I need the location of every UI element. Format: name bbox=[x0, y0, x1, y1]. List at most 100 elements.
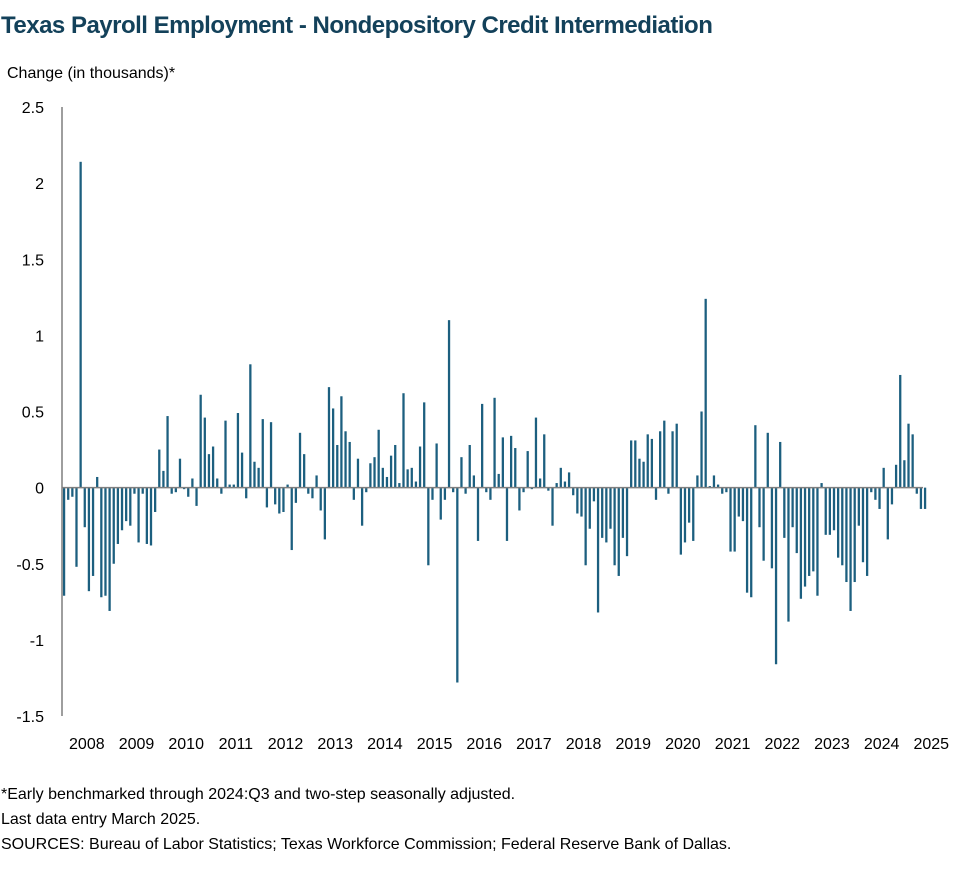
bar bbox=[663, 420, 666, 488]
bar bbox=[389, 455, 393, 488]
bar bbox=[857, 487, 860, 526]
bar bbox=[671, 431, 674, 488]
x-tick-label: 2024 bbox=[864, 736, 900, 753]
y-tick-label: 1 bbox=[35, 328, 44, 345]
x-tick-labels: 2008 2009 2010 2011 2012 2013 2014 2015 2016 2017… bbox=[69, 736, 949, 753]
bar bbox=[108, 487, 111, 611]
bar bbox=[704, 298, 707, 488]
bar bbox=[758, 487, 761, 528]
bar bbox=[501, 437, 504, 488]
bar bbox=[207, 454, 211, 488]
bar bbox=[62, 487, 66, 596]
y-tick-label: 0.5 bbox=[22, 405, 44, 422]
bar bbox=[228, 484, 231, 488]
bar bbox=[356, 458, 360, 488]
bar bbox=[534, 417, 538, 488]
bar bbox=[216, 478, 219, 488]
footnote-last-entry: Last data entry March 2025. bbox=[1, 811, 201, 828]
bar bbox=[489, 487, 492, 500]
y-axis-label: Change (in thousands)* bbox=[7, 65, 176, 82]
bar bbox=[410, 467, 413, 488]
bar bbox=[621, 487, 625, 538]
bar bbox=[443, 487, 447, 500]
bar bbox=[120, 487, 124, 531]
bar bbox=[712, 475, 716, 488]
bar bbox=[646, 434, 649, 488]
bar bbox=[245, 487, 248, 499]
bar bbox=[141, 487, 144, 494]
bar bbox=[613, 487, 616, 566]
bar bbox=[294, 487, 298, 503]
bar bbox=[803, 487, 807, 587]
bar bbox=[406, 469, 409, 488]
bar bbox=[899, 374, 902, 488]
chart-title: Texas Payroll Employment - Nondepository… bbox=[1, 12, 713, 39]
x-tick-label: 2013 bbox=[317, 736, 353, 753]
y-tick-label: -1 bbox=[30, 633, 44, 650]
x-tick-label: 2009 bbox=[119, 736, 155, 753]
bar bbox=[687, 487, 691, 523]
bar bbox=[779, 441, 782, 488]
bar bbox=[679, 487, 682, 555]
bar bbox=[211, 446, 215, 488]
bar bbox=[729, 487, 732, 552]
bar bbox=[319, 487, 322, 511]
bar bbox=[431, 487, 434, 500]
bar bbox=[91, 487, 95, 576]
bar bbox=[460, 457, 463, 488]
x-tick-label: 2012 bbox=[268, 736, 304, 753]
bar bbox=[472, 475, 476, 488]
bar bbox=[116, 487, 120, 544]
x-tick-label: 2011 bbox=[219, 736, 254, 753]
bar bbox=[919, 487, 923, 509]
bar bbox=[100, 487, 103, 598]
bar bbox=[874, 487, 877, 500]
bar bbox=[915, 487, 918, 494]
bar bbox=[770, 487, 774, 569]
bar bbox=[497, 473, 500, 488]
bar bbox=[220, 487, 223, 494]
bar bbox=[187, 487, 190, 497]
bar bbox=[625, 487, 629, 557]
bar bbox=[816, 487, 819, 596]
bar bbox=[427, 487, 430, 566]
bar bbox=[741, 487, 745, 522]
bar bbox=[617, 487, 620, 576]
bar bbox=[373, 457, 376, 488]
footnote-sources: SOURCES: Bureau of Labor Statistics; Tex… bbox=[1, 836, 732, 853]
bar bbox=[182, 487, 186, 490]
bar bbox=[667, 487, 670, 494]
bar bbox=[282, 487, 285, 512]
bar bbox=[845, 487, 848, 583]
bar bbox=[505, 487, 509, 541]
x-tick-label: 2021 bbox=[715, 736, 751, 753]
bar bbox=[257, 467, 260, 488]
bar bbox=[452, 487, 455, 493]
bar bbox=[630, 440, 633, 488]
axes bbox=[61, 107, 923, 716]
bar bbox=[762, 487, 765, 561]
bar bbox=[808, 487, 811, 576]
bar bbox=[418, 446, 422, 488]
x-tick-label: 2015 bbox=[417, 736, 453, 753]
bar bbox=[870, 487, 873, 493]
y-tick-labels: 2.5 2 1.5 1 0.5 0 -0.5 -1 -1.5 bbox=[16, 100, 44, 726]
y-tick-label: 2.5 bbox=[22, 100, 44, 117]
bar bbox=[286, 484, 289, 488]
bar bbox=[348, 441, 351, 488]
x-tick-label: 2010 bbox=[168, 736, 204, 753]
bar bbox=[394, 444, 397, 488]
bar bbox=[75, 487, 78, 567]
bar bbox=[278, 487, 281, 514]
bar bbox=[799, 487, 803, 599]
bar bbox=[592, 487, 596, 502]
bar bbox=[865, 487, 869, 576]
bar bbox=[203, 417, 206, 488]
bar bbox=[766, 432, 769, 488]
x-tick-label: 2022 bbox=[764, 736, 800, 753]
bar bbox=[199, 394, 202, 488]
bar bbox=[745, 487, 749, 593]
bar bbox=[414, 481, 418, 488]
bar bbox=[882, 467, 885, 488]
bar bbox=[787, 487, 790, 622]
